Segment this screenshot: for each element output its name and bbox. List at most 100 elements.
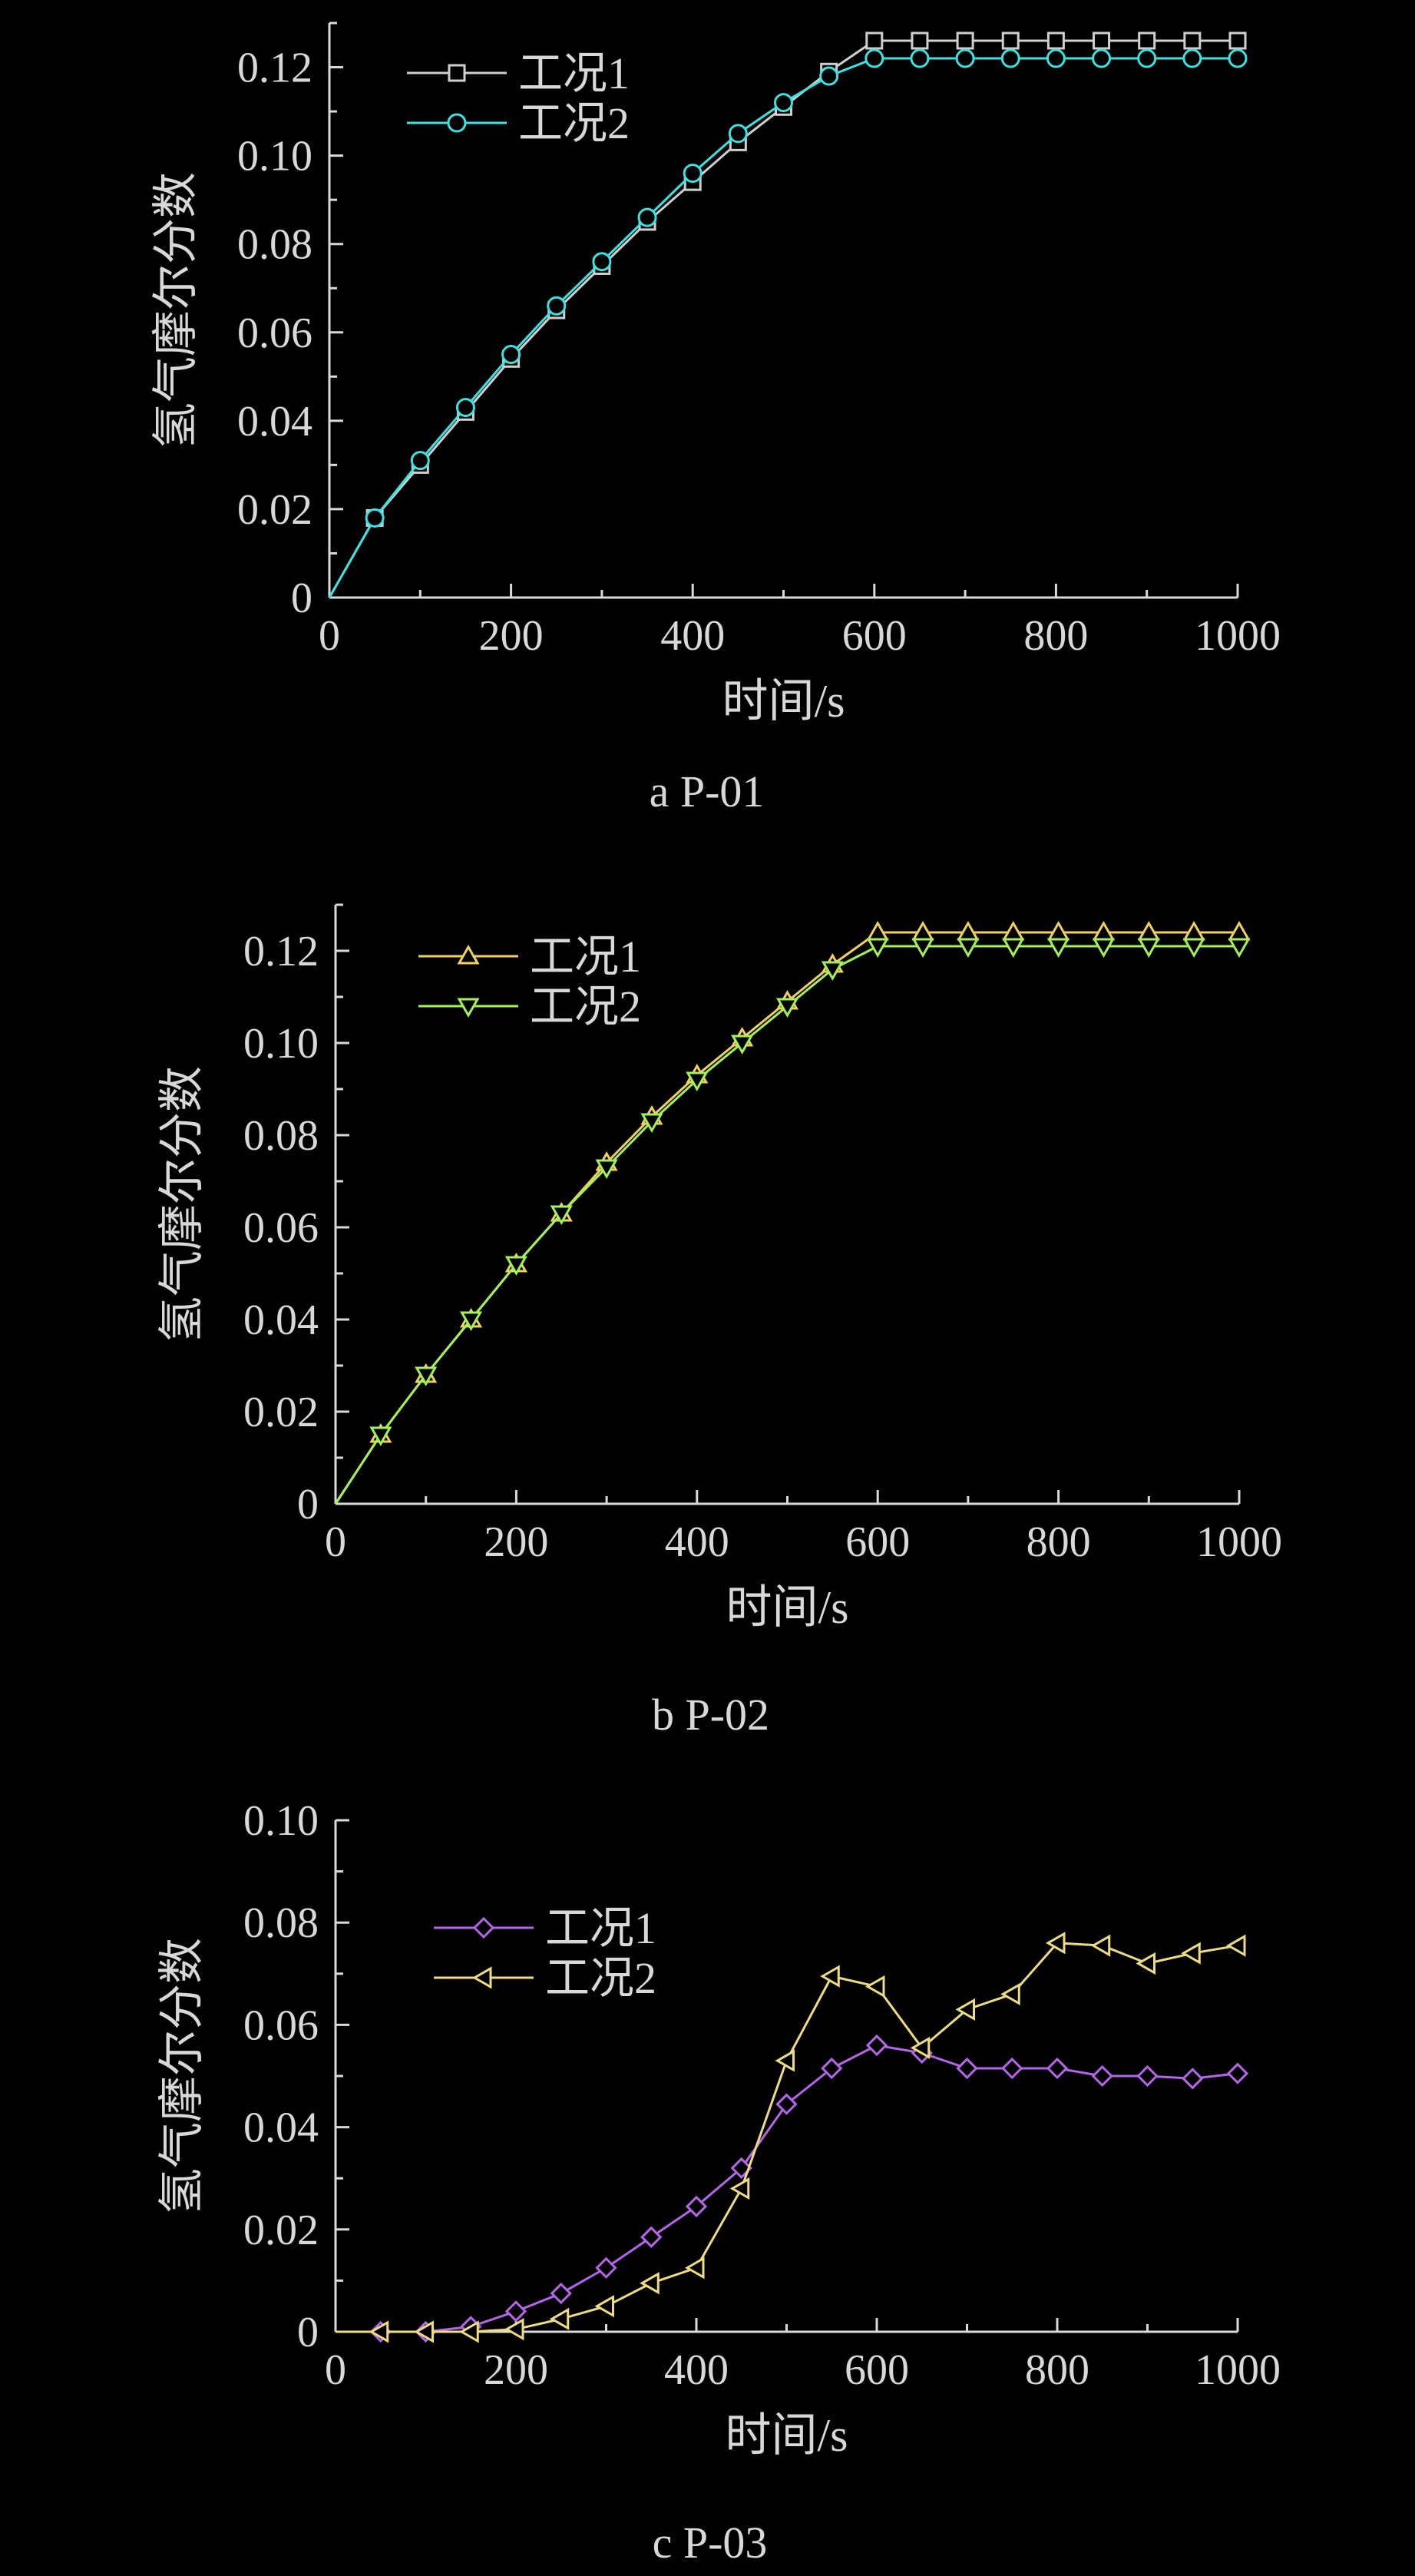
x-tick-label: 800 xyxy=(1027,1518,1091,1566)
data-point xyxy=(1137,48,1157,68)
data-point xyxy=(1000,48,1020,68)
x-tick-label: 400 xyxy=(660,612,725,660)
data-point xyxy=(504,2318,524,2341)
x-tick-label: 200 xyxy=(484,1518,548,1566)
data-point xyxy=(1182,2068,1204,2090)
data-point xyxy=(637,207,657,227)
legend-label: 工况2 xyxy=(530,982,641,1031)
data-point xyxy=(911,31,929,50)
y-tick-label: 0 xyxy=(291,574,312,622)
data-point xyxy=(1002,938,1025,959)
data-point xyxy=(1090,1934,1111,1957)
series-1 xyxy=(336,2034,1249,2343)
data-point xyxy=(1228,938,1251,959)
y-tick-label: 0 xyxy=(297,1481,319,1528)
data-point xyxy=(1136,2064,1159,2088)
data-point xyxy=(865,31,884,50)
data-point xyxy=(1182,938,1205,959)
x-tick-label: 0 xyxy=(325,1518,346,1566)
data-point xyxy=(1226,2062,1249,2084)
data-point xyxy=(640,2272,660,2295)
data-point xyxy=(821,961,844,982)
data-point xyxy=(684,2256,705,2280)
data-point xyxy=(1138,31,1156,50)
series-2 xyxy=(336,1932,1246,2343)
data-point xyxy=(910,48,930,68)
y-tick-label: 0.10 xyxy=(243,1797,319,1845)
series-2 xyxy=(328,48,1248,598)
data-point xyxy=(1092,48,1112,68)
data-point xyxy=(455,398,475,418)
series-line xyxy=(334,945,1239,1505)
data-point xyxy=(1046,2057,1069,2080)
x-tick-label: 1000 xyxy=(1195,2346,1281,2394)
data-point xyxy=(911,938,934,959)
data-point xyxy=(547,296,567,316)
data-point xyxy=(729,2177,750,2200)
y-tick-label: 0.08 xyxy=(243,1899,319,1947)
data-point xyxy=(910,2036,931,2059)
legend-label: 工况2 xyxy=(518,98,630,148)
chart-panel-0: 0 200 400 600 800 1000 0 0.02 0.04 0.06 0.08 0.10 0.… xyxy=(150,22,1281,816)
chart-panel-1: 0 200 400 600 800 1000 0 0.02 0.04 0.06 0.08 0.10 0.… xyxy=(157,903,1282,1740)
y-axis-title: 氢气摩尔分数 xyxy=(150,172,201,449)
x-tick-label: 800 xyxy=(1025,2346,1089,2394)
data-point xyxy=(1046,31,1065,50)
data-point xyxy=(459,1311,483,1332)
data-point xyxy=(414,2320,434,2343)
y-axis-title: 氢气摩尔分数 xyxy=(157,1066,207,1343)
x-axis-title: 时间/s xyxy=(726,1582,848,1633)
data-point xyxy=(865,2034,888,2057)
data-point xyxy=(365,508,385,528)
data-point xyxy=(550,2282,572,2305)
data-point xyxy=(955,1998,975,2021)
legend-label: 工况1 xyxy=(545,1903,656,1953)
data-point xyxy=(415,1366,438,1387)
y-tick-label: 0.10 xyxy=(243,1020,319,1068)
data-point xyxy=(821,2057,843,2080)
data-point xyxy=(865,1975,885,1998)
y-tick-label: 0.04 xyxy=(237,398,312,445)
y-tick-label: 0.08 xyxy=(243,1112,319,1160)
data-point xyxy=(501,345,521,365)
x-axis-title: 时间/s xyxy=(722,676,845,727)
data-point xyxy=(820,1965,840,1988)
legend-marker xyxy=(457,998,480,1018)
data-point xyxy=(592,252,612,272)
legend-marker xyxy=(472,1916,495,1939)
y-tick-label: 0.02 xyxy=(243,1389,319,1436)
chart-panel-2: 0 200 400 600 800 1000 0 0.02 0.04 0.06 0.08 0.10 时间… xyxy=(157,1797,1281,2568)
y-tick-label: 0.12 xyxy=(237,45,312,92)
data-point xyxy=(957,938,980,959)
y-tick-label: 0.06 xyxy=(243,1204,319,1252)
data-point xyxy=(1046,48,1066,68)
data-point xyxy=(595,1159,618,1180)
series-1 xyxy=(328,31,1247,598)
data-point xyxy=(683,164,703,184)
x-tick-label: 600 xyxy=(845,2346,909,2394)
data-point xyxy=(550,1205,573,1226)
y-tick-label: 0 xyxy=(297,2309,319,2356)
data-point xyxy=(955,48,975,68)
x-tick-label: 1000 xyxy=(1195,612,1281,660)
data-point xyxy=(459,2320,479,2343)
data-point xyxy=(595,2256,617,2279)
x-tick-label: 0 xyxy=(325,2346,346,2394)
data-point xyxy=(685,2195,708,2217)
data-point xyxy=(1181,1942,1201,1965)
data-point xyxy=(956,31,974,50)
legend-marker xyxy=(457,944,480,965)
panel-caption: b P-02 xyxy=(652,1690,769,1740)
x-tick-label: 600 xyxy=(842,612,907,660)
y-tick-label: 0.04 xyxy=(243,1296,319,1344)
x-axis-title: 时间/s xyxy=(725,2410,848,2461)
x-tick-label: 400 xyxy=(665,1518,729,1566)
data-point xyxy=(640,2226,663,2248)
y-tick-label: 0.10 xyxy=(237,133,312,180)
x-tick-label: 1000 xyxy=(1196,1518,1282,1566)
legend-label: 工况1 xyxy=(518,48,630,98)
series-line xyxy=(328,57,1238,598)
y-tick-label: 0.04 xyxy=(243,2104,319,2152)
